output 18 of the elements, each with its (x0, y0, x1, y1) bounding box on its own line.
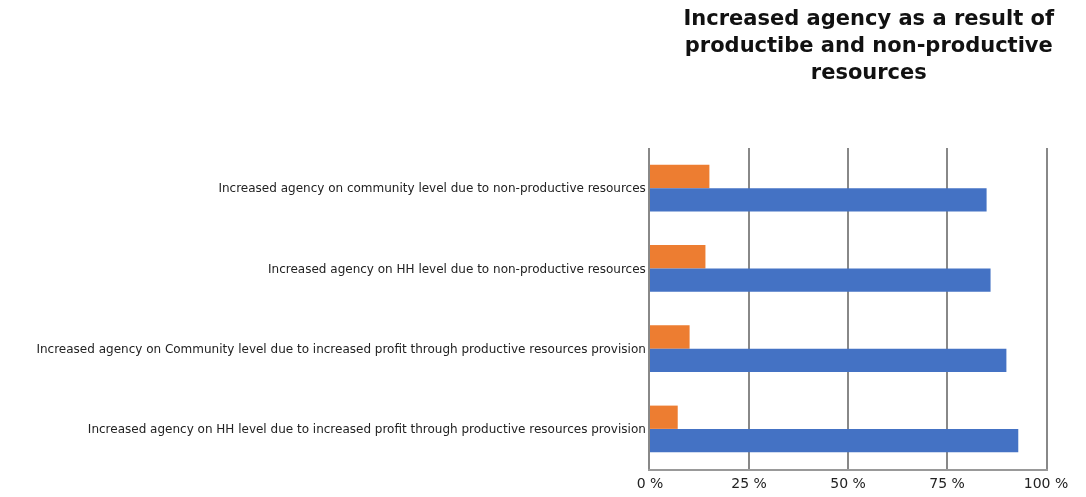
bar (650, 348, 1007, 372)
bar (650, 245, 706, 269)
bar (650, 268, 991, 292)
y-tick-label: Increased agency on HH level due to non-productive resources (268, 261, 646, 276)
bar (650, 164, 710, 189)
x-tick-label: 50 % (830, 474, 866, 491)
x-tick-label: 100 % (1023, 474, 1069, 491)
chart-title: Increased agency as a result of productibe and non-productive resources (683, 5, 1055, 85)
bar (650, 428, 1019, 453)
y-tick-label: Increased agency on community level due to non-productive resources (218, 181, 646, 196)
bar (650, 325, 690, 349)
bar (650, 188, 987, 212)
x-tick-label: 25 % (731, 474, 767, 491)
bar (650, 405, 678, 429)
y-tick-label: Increased agency on Community level due to increased profit through productive resources provision (36, 341, 646, 356)
x-tick-label: 75 % (929, 474, 965, 491)
y-tick-label: Increased agency on HH level due to increased profit through productive resources provision (87, 422, 646, 437)
x-tick-label: 0 % (636, 474, 664, 491)
